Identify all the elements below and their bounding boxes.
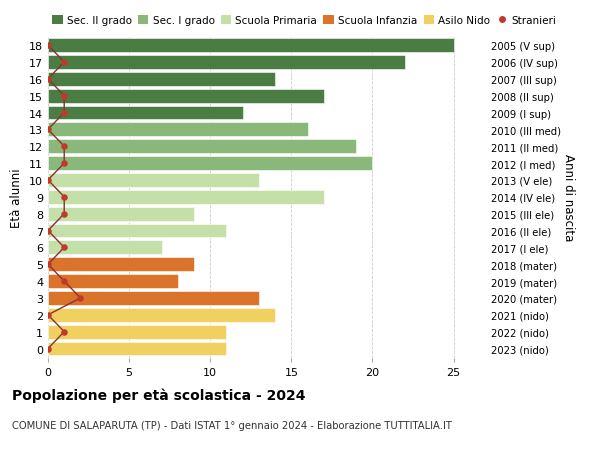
Point [59,143,69,151]
Point [59,211,69,218]
Point [76,295,85,302]
Bar [48,106,242,120]
Bar [48,140,356,154]
Point [43,345,53,353]
Bar [48,157,373,171]
Text: COMUNE DI SALAPARUTA (TP) - Dati ISTAT 1° gennaio 2024 - Elaborazione TUTTITALIA: COMUNE DI SALAPARUTA (TP) - Dati ISTAT 1… [12,420,452,430]
Bar [48,56,405,70]
Point [59,328,69,336]
Bar [48,342,226,356]
Bar [48,291,259,305]
Point [43,312,53,319]
Point [59,278,69,285]
Point [59,194,69,201]
Point [43,76,53,83]
Bar [48,308,275,322]
Y-axis label: Anni di nascita: Anni di nascita [562,154,575,241]
Point [43,126,53,134]
Point [43,261,53,269]
Bar [48,258,194,272]
Bar [48,123,308,137]
Legend: Sec. II grado, Sec. I grado, Scuola Primaria, Scuola Infanzia, Asilo Nido, Stran: Sec. II grado, Sec. I grado, Scuola Prim… [48,12,560,30]
Text: Popolazione per età scolastica - 2024: Popolazione per età scolastica - 2024 [12,388,305,403]
Bar [48,274,178,288]
Bar [48,241,161,255]
Bar [48,325,226,339]
Bar [48,39,454,53]
Bar [48,207,194,221]
Bar [48,190,324,204]
Point [43,177,53,184]
Point [59,93,69,100]
Point [43,227,53,235]
Bar [48,224,226,238]
Point [59,160,69,168]
Y-axis label: Età alunni: Età alunni [10,168,23,227]
Bar [48,73,275,86]
Point [59,110,69,117]
Point [59,59,69,67]
Point [43,42,53,50]
Bar [48,90,324,103]
Bar [48,174,259,187]
Point [59,244,69,252]
